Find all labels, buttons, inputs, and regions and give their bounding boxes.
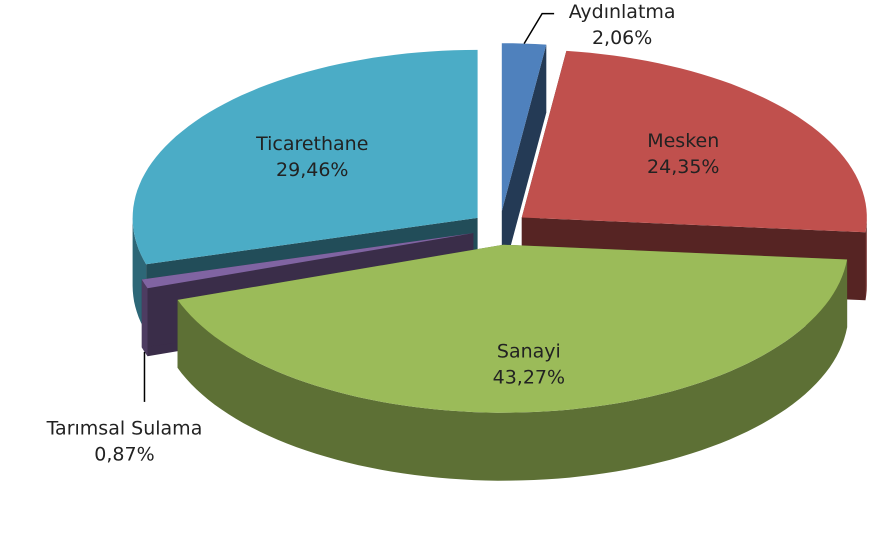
slice	[177, 244, 848, 413]
value-label: 2,06%	[592, 27, 652, 49]
slice	[141, 233, 474, 289]
leader-line	[523, 12, 555, 44]
value-label: 43,27%	[493, 367, 565, 389]
slice-wall	[141, 279, 148, 357]
slice-label: Mesken	[647, 130, 719, 152]
slice-label: Sanayi	[497, 341, 561, 363]
slice-label: Tarımsal Sulama	[46, 417, 203, 439]
slice-side	[501, 44, 547, 280]
value-label: 0,87%	[94, 443, 154, 465]
slice-wall	[865, 217, 867, 301]
slice	[521, 50, 867, 233]
slice-label: Aydınlatma	[569, 1, 676, 23]
slice	[501, 43, 547, 212]
value-label: 29,46%	[276, 159, 348, 181]
slice-wall	[177, 259, 848, 481]
slice	[132, 49, 478, 265]
slice-label: Ticarethane	[255, 133, 368, 155]
value-label: 24,35%	[647, 156, 719, 178]
